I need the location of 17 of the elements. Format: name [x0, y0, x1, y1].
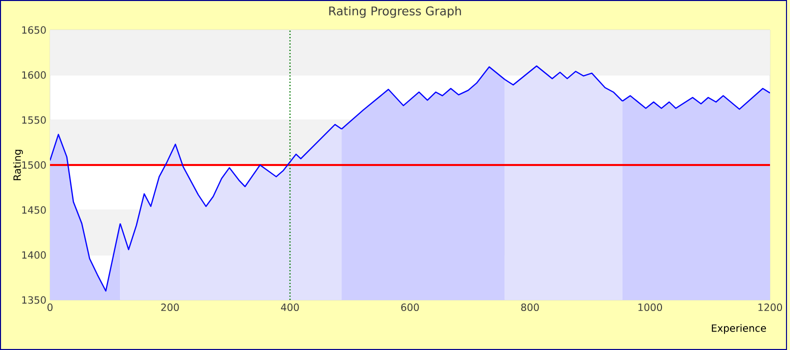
chart-title: Rating Progress Graph — [329, 6, 461, 18]
x-tick-label: 800 — [521, 304, 539, 312]
y-tick-label: 1400 — [22, 251, 46, 259]
y-tick-label: 1550 — [22, 116, 46, 124]
y-tick-label: 1350 — [22, 296, 46, 304]
y-tick-label: 1600 — [22, 71, 46, 79]
y-tick-label: 1650 — [22, 26, 46, 34]
x-tick-label: 600 — [401, 304, 419, 312]
y-axis-title: Rating — [13, 150, 23, 180]
y-tick-label: 1500 — [22, 161, 46, 169]
x-tick-label: 1200 — [758, 304, 782, 312]
x-tick-label: 400 — [280, 304, 299, 312]
y-tick-label: 1450 — [22, 206, 46, 214]
x-tick-label: 0 — [47, 304, 53, 312]
x-tick-label: 200 — [161, 304, 179, 312]
x-tick-label: 1000 — [638, 304, 662, 312]
x-axis-title: Experience — [712, 324, 766, 334]
